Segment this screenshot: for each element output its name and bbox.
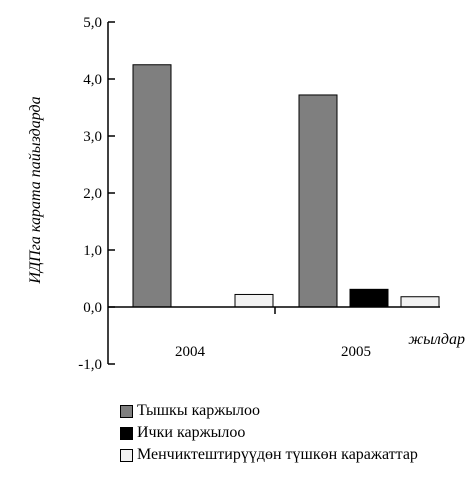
legend-swatch-external bbox=[120, 404, 133, 418]
legend-item-privatization: Менчиктештирүүдөн түшкөн каражаттар bbox=[120, 444, 418, 466]
legend-label-external: Тышкы каржылоо bbox=[137, 402, 260, 419]
x-tick-label: 2005 bbox=[341, 344, 371, 360]
legend-swatch-privatization bbox=[120, 448, 133, 462]
legend-swatch-internal bbox=[120, 426, 133, 440]
y-tick-label: 4,0 bbox=[83, 72, 102, 88]
x-tick-label: 2004 bbox=[175, 344, 206, 360]
x-axis-label: жылдар bbox=[408, 331, 465, 348]
y-axis-label: ИДПга карата пайыздарда bbox=[27, 96, 44, 284]
bar-2005-series-2 bbox=[400, 296, 440, 308]
y-tick-label: -1,0 bbox=[78, 357, 102, 373]
y-tick-label: 5,0 bbox=[83, 15, 102, 31]
legend-item-internal: Ички каржылоо bbox=[120, 422, 418, 444]
bar-2005-series-0 bbox=[298, 94, 338, 308]
y-tick-label: 1,0 bbox=[83, 243, 102, 259]
x-ticks-group: 2004 2005 bbox=[175, 307, 371, 360]
y-tick-label: 0,0 bbox=[83, 300, 102, 316]
bar-2004-series-2 bbox=[234, 293, 274, 308]
legend-item-external: Тышкы каржылоо bbox=[120, 400, 418, 422]
y-tick-label: 2,0 bbox=[83, 186, 102, 202]
y-tick-label: 3,0 bbox=[83, 129, 102, 145]
legend-label-privatization: Менчиктештирүүдөн түшкөн каражаттар bbox=[137, 446, 418, 463]
bars-group bbox=[132, 64, 440, 308]
bar-2004-series-0 bbox=[132, 64, 172, 308]
y-ticks-group: 5,0 4,0 3,0 2,0 1,0 0,0 -1,0 bbox=[78, 15, 115, 373]
chart: 5,0 4,0 3,0 2,0 1,0 0,0 -1,0 2004 2005 ИДПга ка… bbox=[27, 15, 465, 373]
bar-2005-series-1 bbox=[349, 288, 389, 308]
legend-label-internal: Ички каржылоо bbox=[137, 424, 246, 441]
legend: Тышкы каржылоо Ички каржылоо Менчиктешти… bbox=[120, 400, 418, 466]
